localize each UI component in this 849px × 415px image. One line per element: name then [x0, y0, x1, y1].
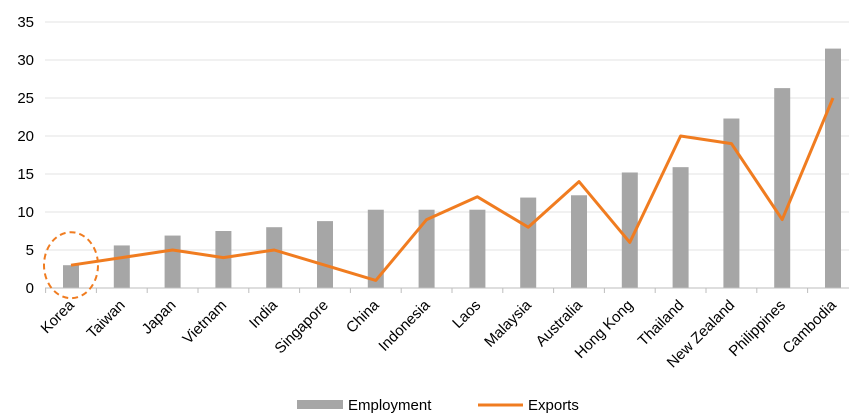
y-tick-label: 25 [17, 90, 34, 107]
bar-employment [367, 209, 384, 288]
x-tick-label: Singapore [271, 297, 331, 357]
x-tick-label: Indonesia [375, 296, 433, 354]
bar-employment [672, 167, 689, 288]
legend: Employment Exports [297, 397, 579, 414]
y-tick-label: 35 [17, 14, 34, 31]
employment-bars [63, 48, 841, 289]
bar-employment [723, 118, 740, 289]
bar-employment [621, 172, 638, 288]
bar-employment [571, 195, 587, 288]
x-tick-label: India [246, 296, 281, 331]
bar-employment [113, 245, 130, 288]
x-tick-label: Malaysia [481, 296, 535, 350]
bar-employment [774, 88, 791, 289]
bar-employment [317, 221, 333, 288]
bar-employment [164, 235, 181, 288]
x-tick-label: Cambodia [779, 296, 840, 357]
legend-label-exports: Exports [528, 397, 579, 414]
y-axis-ticks: 0 5 10 15 20 25 30 35 [17, 14, 34, 297]
x-tick-label: China [343, 296, 383, 336]
y-tick-label: 5 [26, 242, 34, 259]
bar-employment [215, 231, 232, 288]
y-tick-label: 0 [26, 280, 34, 297]
korea-highlight-circle [43, 231, 99, 300]
x-tick-label: Japan [139, 297, 180, 338]
bar-employment [469, 209, 486, 288]
bar-employment [825, 48, 841, 288]
legend-swatch-employment [297, 400, 343, 409]
x-tick-label: Laos [449, 297, 484, 332]
y-tick-label: 10 [17, 204, 34, 221]
bar-employment [418, 209, 435, 288]
legend-label-employment: Employment [348, 397, 432, 414]
exports-line [70, 97, 835, 282]
y-tick-label: 30 [17, 52, 34, 69]
x-tick-label: Taiwan [84, 297, 129, 342]
x-tick-label: Vietnam [179, 297, 230, 348]
y-tick-label: 15 [17, 166, 34, 183]
gridlines [45, 21, 849, 251]
x-tick-label: Korea [38, 296, 79, 337]
bar-employment [63, 265, 79, 288]
bar-employment [520, 197, 537, 288]
bar-employment [266, 227, 283, 288]
y-tick-label: 20 [17, 128, 34, 145]
x-tick-label: Thailand [635, 297, 688, 350]
